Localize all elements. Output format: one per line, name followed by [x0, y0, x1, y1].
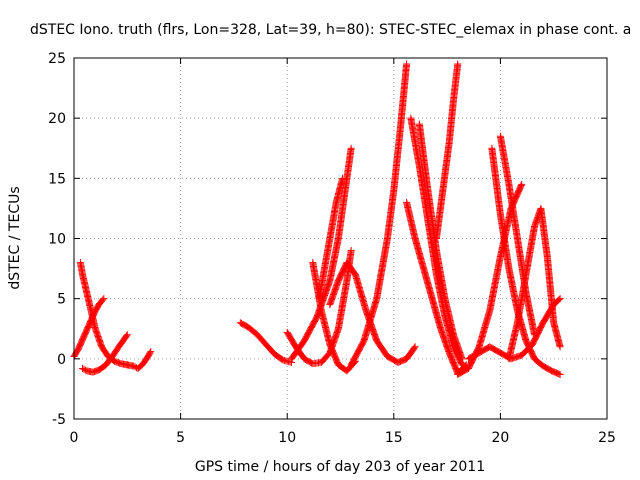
data-point — [347, 247, 355, 255]
data-marker — [80, 365, 88, 373]
y-tick-label: 10 — [48, 232, 66, 248]
data-marker — [457, 360, 465, 368]
data-marker — [410, 344, 418, 352]
data-point — [458, 355, 466, 363]
y-tick-label: -5 — [52, 412, 66, 428]
data-point — [403, 60, 411, 68]
data-marker — [555, 370, 563, 378]
x-tick-label: 5 — [176, 430, 185, 446]
x-axis-label: GPS time / hours of day 203 of year 2011 — [195, 459, 485, 475]
series-pass-4 — [123, 348, 155, 372]
series-pass-5 — [236, 319, 295, 366]
data-point — [454, 60, 462, 68]
data-marker — [555, 296, 563, 304]
data-marker — [146, 349, 154, 357]
series-pass-12 — [403, 198, 470, 377]
y-tick-label: 0 — [57, 352, 66, 368]
data-point — [347, 144, 355, 152]
data-point — [123, 331, 131, 339]
series-pass-17 — [488, 144, 564, 378]
x-tick-label: 25 — [598, 430, 616, 446]
x-tick-label: 20 — [491, 430, 509, 446]
data-point — [518, 180, 526, 188]
data-series — [70, 60, 564, 378]
series-pass-8 — [309, 259, 359, 375]
series-pass-19 — [464, 295, 564, 363]
data-point — [411, 343, 419, 351]
series-pass-7 — [287, 144, 355, 363]
data-point — [130, 362, 138, 370]
y-tick-label: 20 — [48, 111, 66, 127]
data-marker — [517, 182, 525, 190]
data-marker — [123, 332, 131, 340]
y-axis-label: dSTEC / TECUs — [7, 186, 23, 289]
data-marker — [99, 296, 107, 304]
data-point — [556, 370, 564, 378]
series-pass-11 — [347, 60, 411, 369]
data-point — [147, 348, 155, 356]
y-tick-label: 25 — [48, 51, 66, 67]
y-tick-label: 5 — [57, 292, 66, 308]
series-pass-9 — [315, 174, 347, 303]
data-point — [458, 361, 466, 369]
series-pass-15 — [432, 60, 462, 242]
data-point — [556, 343, 564, 351]
data-point — [339, 174, 347, 182]
x-tick-label: 15 — [385, 430, 403, 446]
chart-title: dSTEC Iono. truth (flrs, Lon=328, Lat=39… — [30, 22, 631, 38]
series-pass-2 — [76, 259, 131, 369]
data-point — [79, 364, 87, 372]
series-pass-20 — [505, 204, 564, 363]
series-pass-3 — [79, 331, 131, 376]
x-tick-label: 10 — [278, 430, 296, 446]
x-tick-label: 0 — [70, 430, 79, 446]
data-point — [100, 295, 108, 303]
y-tick-label: 15 — [48, 171, 66, 187]
series-pass-10 — [326, 259, 419, 366]
series-pass-14 — [415, 120, 466, 363]
data-point — [556, 295, 564, 303]
